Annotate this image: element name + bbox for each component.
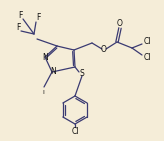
Text: O: O bbox=[101, 45, 107, 53]
Text: Cl: Cl bbox=[143, 52, 151, 61]
Text: S: S bbox=[80, 69, 84, 78]
Text: F: F bbox=[18, 10, 22, 19]
Text: O: O bbox=[117, 19, 123, 28]
Text: I: I bbox=[42, 90, 44, 94]
Text: Cl: Cl bbox=[143, 38, 151, 47]
Text: F: F bbox=[16, 24, 20, 32]
Text: N: N bbox=[50, 68, 56, 77]
Text: Cl: Cl bbox=[71, 127, 79, 136]
Text: N: N bbox=[42, 52, 48, 61]
Text: F: F bbox=[36, 14, 40, 23]
